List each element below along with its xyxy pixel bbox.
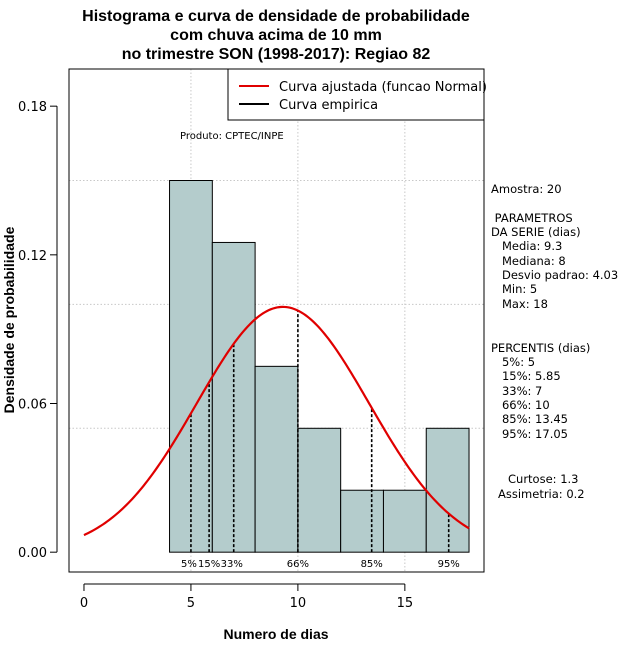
legend-label-normal: Curva ajustada (funcao Normal) — [279, 80, 487, 95]
y-tick-label-3: 0.18 — [18, 100, 47, 115]
amostra-text: Amostra: 20 — [491, 182, 562, 196]
histogram-bar-5 — [382, 489, 427, 553]
chart-title-line-1: Histograma e curva de densidade de proba… — [82, 8, 470, 25]
percentile-label-5: 95% — [438, 559, 460, 570]
percentil-5: 5%: 5 — [491, 355, 535, 369]
chart-title-line-3: no trimestre SON (1998-2017): Regiao 82 — [122, 46, 431, 63]
legend-box — [227, 68, 485, 121]
legend: Curva ajustada (funcao Normal) Curva emp… — [227, 68, 487, 121]
param-min: Min: 5 — [491, 282, 537, 296]
x-tick-label-2: 10 — [290, 596, 307, 611]
histogram-bar-4 — [340, 489, 384, 553]
produto-annotation: Produto: CPTEC/INPE — [180, 131, 284, 142]
percentis-title: PERCENTIS (dias) — [491, 341, 590, 355]
percentil-85: 85%: 13.45 — [491, 412, 568, 426]
percentile-label-2: 33% — [221, 559, 243, 570]
histogram-bar-3 — [297, 427, 342, 553]
y-axis-title: Densidade de probabilidade — [1, 226, 17, 413]
param-max: Max: 18 — [491, 297, 548, 311]
percentile-label-0: 5% — [181, 559, 197, 570]
histogram-bars — [169, 180, 470, 553]
assimetria-text: Assimetria: 0.2 — [498, 487, 585, 501]
percentil-33: 33%: 7 — [491, 384, 542, 398]
stats-side-panel: Amostra: 20 PARAMETROS DA SERIE (dias) M… — [491, 182, 618, 501]
percentile-label-3: 66% — [287, 559, 309, 570]
parametros-title-1: PARAMETROS — [491, 211, 573, 225]
x-tick-label-1: 5 — [187, 596, 195, 611]
param-media: Media: 9.3 — [491, 239, 562, 253]
x-tick-label-0: 0 — [80, 596, 88, 611]
x-axis-title: Numero de dias — [223, 626, 328, 642]
percentil-15: 15%: 5.85 — [491, 369, 561, 383]
percentil-95: 95%: 17.05 — [491, 427, 568, 441]
y-tick-label-0: 0.00 — [18, 546, 47, 561]
y-tick-label-1: 0.06 — [18, 398, 47, 413]
percentile-label-4: 85% — [361, 559, 383, 570]
x-axis: 0 5 10 15 — [80, 583, 414, 611]
parametros-title-2: DA SERIE (dias) — [491, 225, 581, 239]
histogram-bar-6 — [425, 427, 470, 553]
param-desvio: Desvio padrao: 4.03 — [491, 268, 618, 282]
percentile-label-1: 15% — [198, 559, 220, 570]
normal-curve-line — [83, 305, 470, 537]
y-axis: 0.00 0.06 0.12 0.18 — [18, 100, 58, 561]
param-mediana: Mediana: 8 — [491, 254, 566, 268]
legend-label-empirical: Curva empirica — [279, 98, 378, 113]
y-tick-label-2: 0.12 — [18, 249, 47, 264]
percentil-66: 66%: 10 — [491, 398, 550, 412]
chart-title-line-2: com chuva acima de 10 mm — [170, 27, 382, 44]
percentile-lines: 5% 15% 33% 66% 85% 95% — [181, 310, 460, 570]
curtose-text: Curtose: 1.3 — [508, 472, 578, 486]
histogram-bar-2 — [254, 365, 299, 553]
x-tick-label-3: 15 — [397, 596, 414, 611]
